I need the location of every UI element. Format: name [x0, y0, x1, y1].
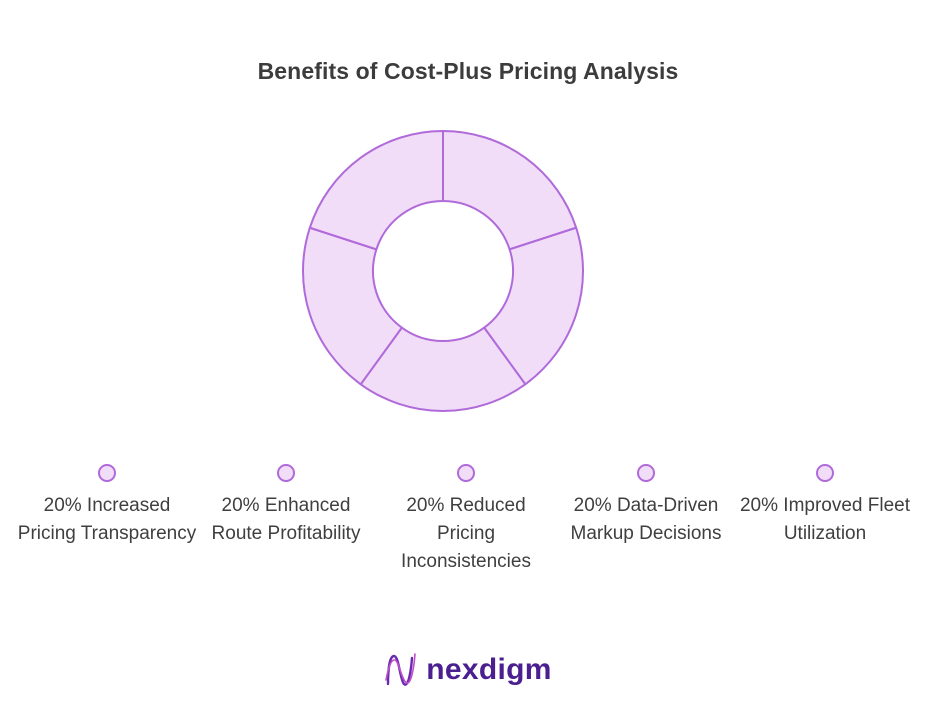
legend-item: 20% Improved Fleet Utilization [735, 460, 915, 548]
donut-slice [442, 130, 578, 251]
legend-label: 20% Enhanced Route Profitability [211, 495, 361, 544]
legend-item: 20% Enhanced Route Profitability [196, 460, 376, 548]
brand-name: nexdigm [426, 653, 552, 686]
legend-item: 20% Data-Driven Markup Decisions [556, 460, 736, 548]
donut-chart [302, 130, 584, 412]
legend-marker-icon [816, 464, 834, 482]
legend-marker-icon [637, 464, 655, 482]
chart-title: Benefits of Cost-Plus Pricing Analysis [257, 58, 679, 84]
donut-slice [483, 226, 584, 386]
donut-slice [302, 226, 403, 386]
legend-label: 20% Reduced Pricing Inconsistencies [401, 495, 531, 572]
legend-label: 20% Data-Driven Markup Decisions [570, 495, 722, 544]
nexdigm-logo-icon [385, 653, 417, 686]
legend-item: 20% Reduced Pricing Inconsistencies [376, 460, 556, 576]
legend-label: 20% Increased Pricing Transparency [17, 495, 197, 544]
legend-marker-icon [457, 464, 475, 482]
legend-label: 20% Improved Fleet Utilization [739, 495, 911, 544]
legend-marker-icon [98, 464, 116, 482]
chart-legend: 20% Increased Pricing Transparency 20% E… [0, 460, 936, 600]
legend-item: 20% Increased Pricing Transparency [17, 460, 197, 548]
legend-marker-icon [277, 464, 295, 482]
donut-slice [308, 130, 444, 251]
brand: nexdigm [0, 645, 936, 695]
donut-slice [359, 326, 527, 412]
